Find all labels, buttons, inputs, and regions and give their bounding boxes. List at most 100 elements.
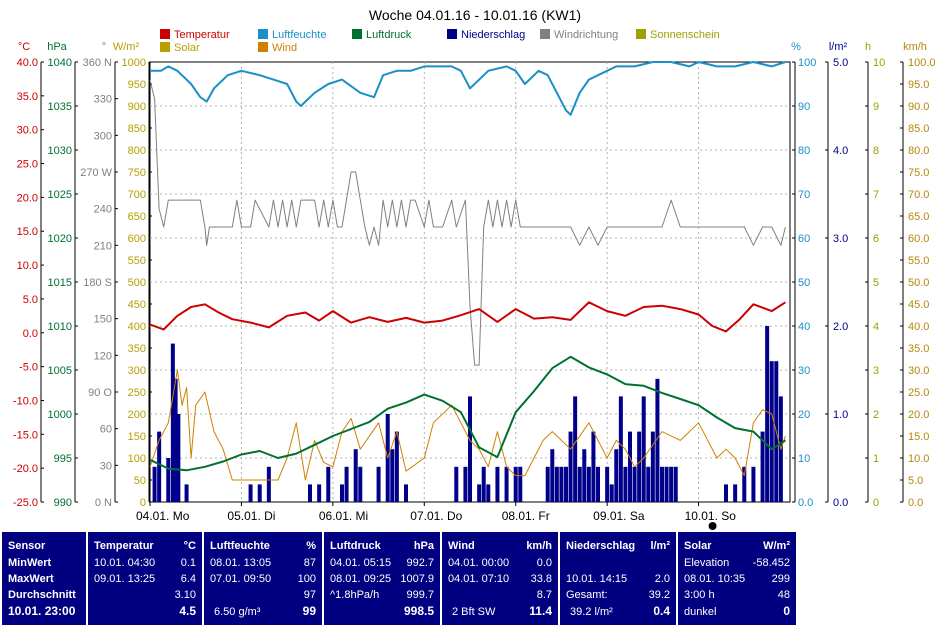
- legend-swatch-rain: [447, 29, 457, 39]
- rain-bar: [605, 466, 610, 502]
- rain-max-time: 10.01. 14:15: [566, 573, 628, 585]
- solar-elevation: -58.452: [752, 557, 790, 569]
- rain-bar: [353, 449, 358, 502]
- unit-wind: km/h: [903, 41, 927, 53]
- rain-bar: [152, 466, 157, 502]
- x-label-day: 08.01. Fr: [502, 509, 550, 523]
- axis-label-wind: 70.0: [908, 189, 929, 201]
- axis-label-solar: 100: [128, 453, 146, 465]
- axis-units: °C hPa ° W/m²% l/m² h km/h: [18, 41, 927, 53]
- axis-label-sun: 2: [873, 409, 879, 421]
- axis-label-temp: 10.0: [17, 260, 38, 272]
- temp-header: Temperatur: [94, 540, 154, 552]
- axis-label-wdir: 90 O: [88, 387, 112, 399]
- axis-label-rain: 5.0: [833, 57, 848, 69]
- axis-label-sun: 10: [873, 57, 885, 69]
- axis-label-temp: -15.0: [13, 429, 38, 441]
- rain-bar: [614, 449, 619, 502]
- axis-label-wind: 10.0: [908, 453, 929, 465]
- axis-label-press: 1005: [48, 365, 72, 377]
- legend-swatch-wdir: [540, 29, 550, 39]
- rain-bar: [618, 396, 623, 502]
- legend-swatch-hum: [258, 29, 268, 39]
- axis-label-sun: 8: [873, 145, 879, 157]
- rain-bar: [358, 466, 363, 502]
- temp-min-value: 0.1: [180, 557, 196, 569]
- hum-absolute: 6.50 g/m³: [214, 606, 261, 618]
- axis-label-wind: 75.0: [908, 167, 929, 179]
- axis-label-wind: 55.0: [908, 255, 929, 267]
- rain-bar: [591, 431, 596, 502]
- solar-dark-label: dunkel: [684, 606, 717, 618]
- legend-label-solar: Solar: [174, 42, 200, 54]
- axis-label-wind: 45.0: [908, 299, 929, 311]
- legend-swatch-solar: [160, 42, 170, 52]
- hum-header: Luftfeuchte: [210, 540, 270, 552]
- rain-bar: [641, 396, 646, 502]
- axis-label-wind: 0.0: [908, 497, 923, 509]
- axis-label-wdir: 0 N: [95, 497, 112, 509]
- press-max-time: 08.01. 09:25: [330, 573, 392, 585]
- x-label-day: 04.01. Mo: [136, 509, 190, 523]
- rain-bar: [344, 466, 349, 502]
- axis-label-hum: 100: [798, 57, 816, 69]
- rain-bar: [176, 414, 181, 502]
- rain-bar: [504, 466, 509, 502]
- rain-bar: [632, 466, 637, 502]
- axis-label-solar: 500: [128, 277, 146, 289]
- legend-label-rain: Niederschlag: [461, 29, 525, 41]
- rain-bar: [495, 466, 500, 502]
- axis-label-hum: 50: [798, 277, 810, 289]
- rain-bar: [454, 466, 459, 502]
- rain-bar: [376, 466, 381, 502]
- series-line-windrichtung: [149, 80, 786, 366]
- chart-area: Woche 04.01.16 - 10.01.16 (KW1) Temperat…: [13, 7, 936, 530]
- axis-label-hum: 80: [798, 145, 810, 157]
- wind-beaufort: 2 Bft SW: [452, 606, 496, 618]
- axis-label-sun: 3: [873, 365, 879, 377]
- axis-label-wind: 40.0: [908, 321, 929, 333]
- axis-label-solar: 750: [128, 167, 146, 179]
- axes: 40.035.030.025.020.015.010.05.00.0-5.0-1…: [13, 57, 936, 509]
- wind-min-value: 0.0: [536, 557, 552, 569]
- hum-avg: 97: [303, 589, 316, 601]
- axis-label-temp: 35.0: [17, 91, 38, 103]
- temp-unit: °C: [183, 540, 196, 552]
- rain-bar: [404, 484, 408, 502]
- press-unit: hPa: [413, 540, 434, 552]
- axis-label-temp: 15.0: [17, 226, 38, 238]
- unit-rain: l/m²: [829, 41, 848, 53]
- rain-bar: [166, 458, 171, 502]
- stats-panel: Sensor MinWert MaxWert Durchschnitt 10.0…: [0, 532, 950, 625]
- axis-label-solar: 50: [134, 475, 146, 487]
- unit-temp: °C: [18, 41, 30, 53]
- rain-bar: [463, 466, 468, 502]
- rain-bar: [340, 484, 344, 502]
- axis-label-wdir: 30: [100, 460, 112, 472]
- rain-bar: [170, 343, 175, 502]
- solar-max-value: 299: [771, 573, 790, 585]
- axis-label-solar: 550: [128, 255, 146, 267]
- axis-label-wind: 95.0: [908, 79, 929, 91]
- wind-max-value: 33.8: [530, 573, 552, 585]
- legend-label-hum: Luftfeuchte: [272, 29, 326, 41]
- maxwert-label: MaxWert: [8, 573, 54, 585]
- wind-current: 11.4: [529, 604, 552, 618]
- axis-label-temp: 5.0: [23, 294, 38, 306]
- axis-label-press: 1015: [48, 277, 72, 289]
- rain-bar: [751, 466, 756, 502]
- axis-label-press: 990: [54, 497, 72, 509]
- legend-label-temp: Temperatur: [174, 29, 230, 41]
- axis-label-temp: 25.0: [17, 159, 38, 171]
- legend-swatch-wind: [258, 42, 268, 52]
- axis-label-rain: 0.0: [833, 497, 848, 509]
- axis-label-wdir: 180 S: [83, 277, 112, 289]
- axis-label-sun: 7: [873, 189, 879, 201]
- series-line-luftfeuchte: [150, 61, 786, 116]
- axis-label-temp: 20.0: [17, 192, 38, 204]
- wind-avg: 8.7: [536, 589, 552, 601]
- stats-wind: Wind km/h 04.01. 00:00 0.0 04.01. 07:10 …: [442, 532, 558, 625]
- legend-swatch-press: [352, 29, 362, 39]
- axis-label-temp: 40.0: [17, 57, 38, 69]
- axis-label-rain: 4.0: [833, 145, 848, 157]
